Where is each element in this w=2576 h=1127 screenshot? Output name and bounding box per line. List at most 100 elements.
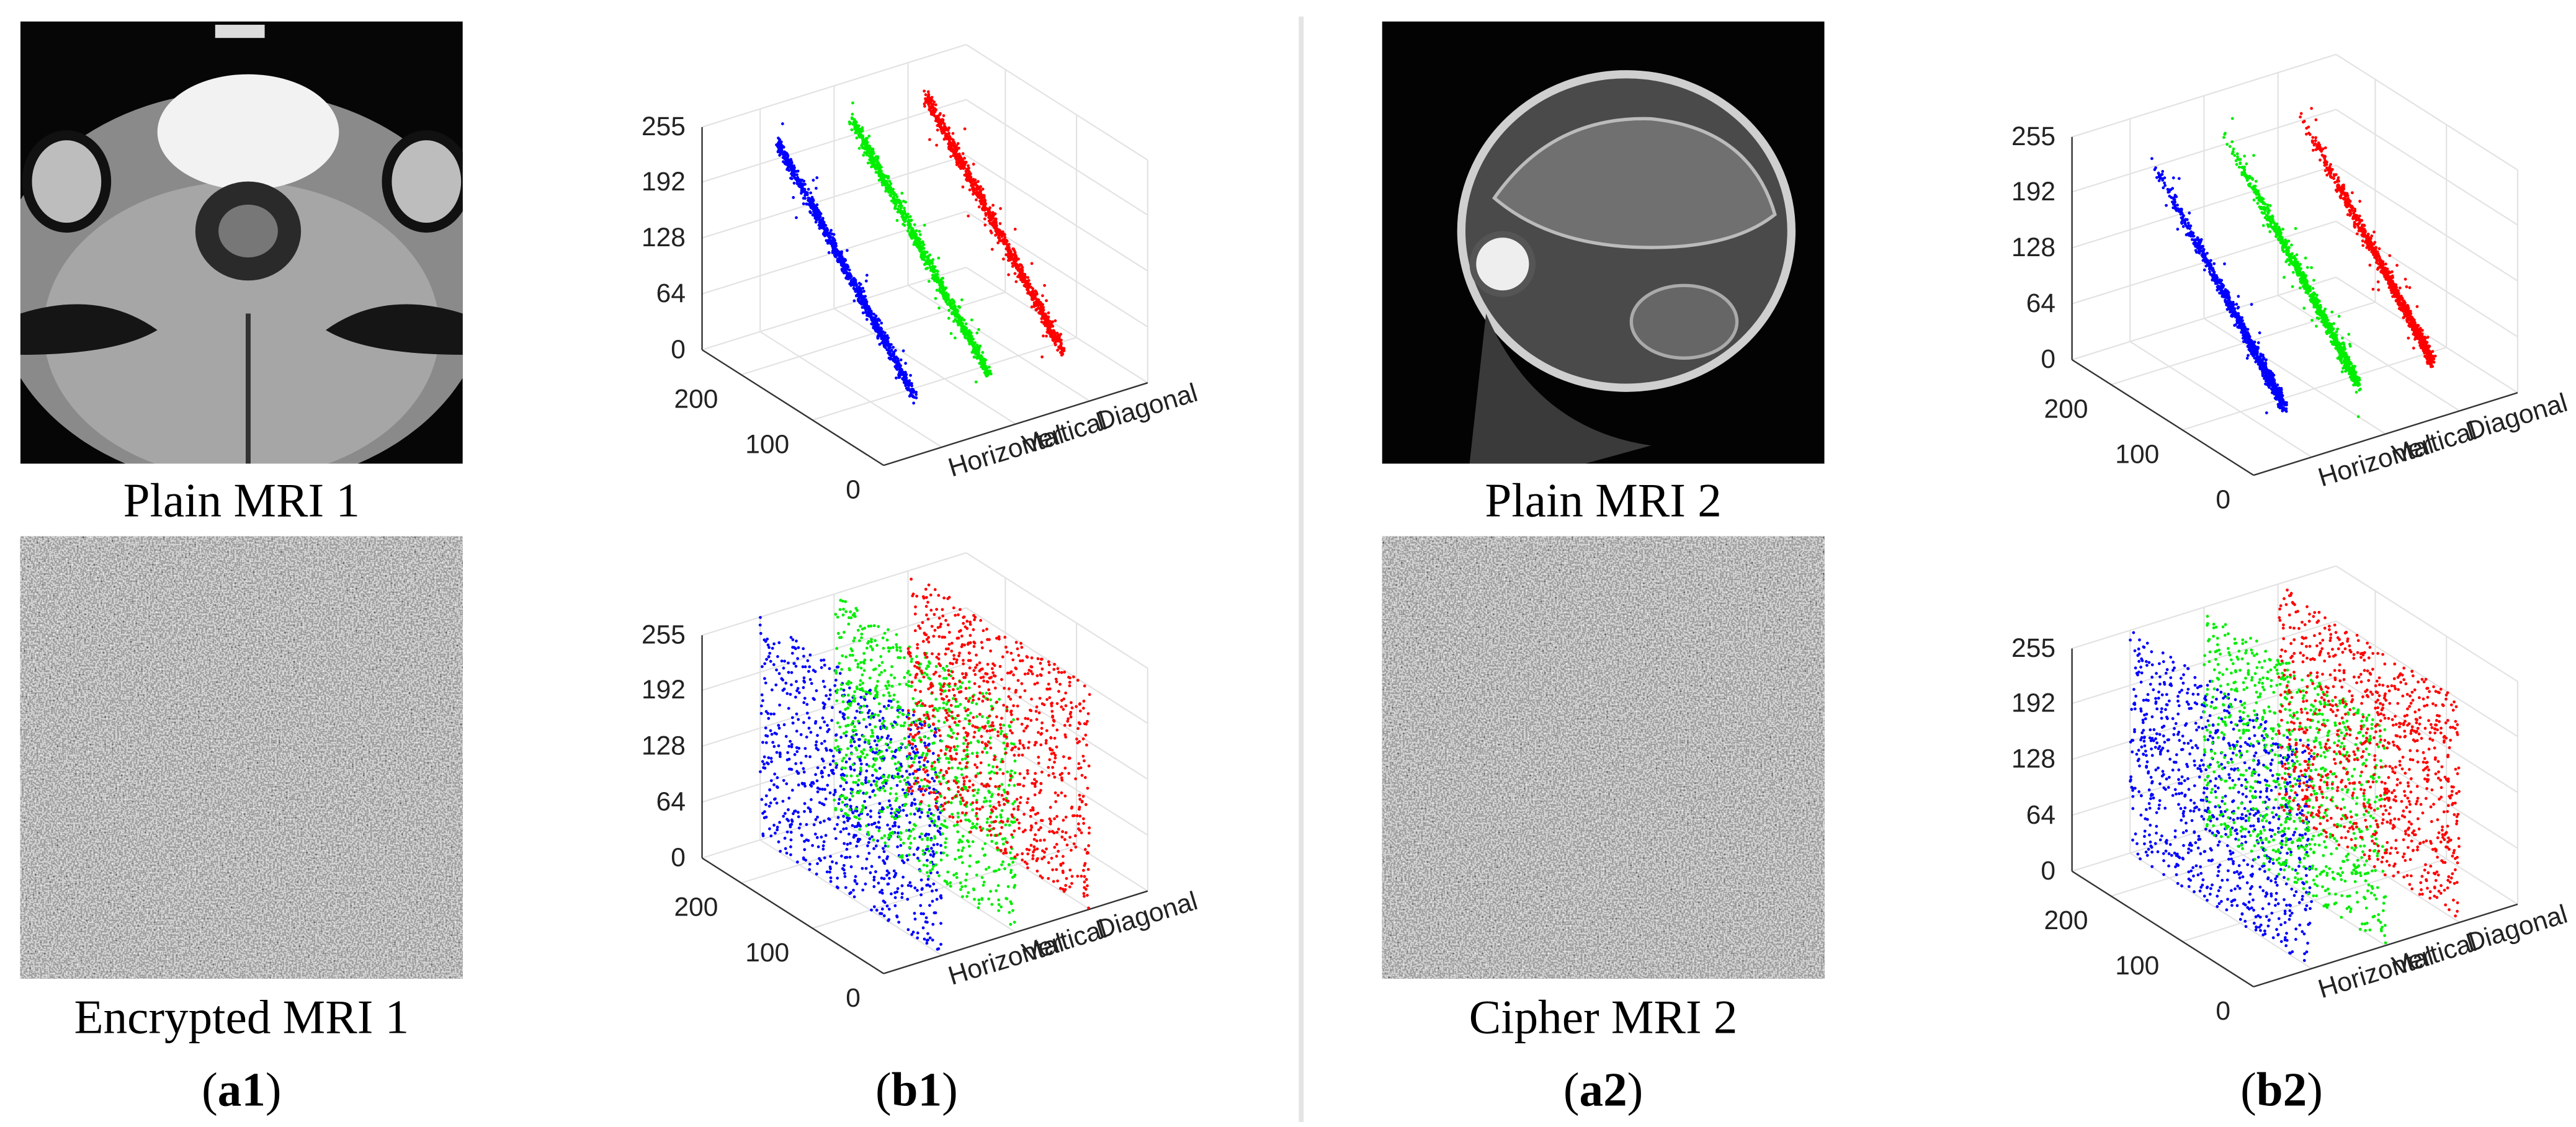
scatter-point [808, 653, 812, 656]
scatter-point [975, 822, 978, 826]
scatter-point [850, 128, 853, 131]
scatter-point [790, 170, 794, 173]
scatter-point [920, 778, 923, 782]
scatter-point [1014, 760, 1017, 763]
scatter-point [1057, 334, 1060, 337]
scatter-point [791, 716, 794, 719]
scatter-point [899, 831, 902, 834]
scatter-point [988, 800, 991, 803]
scatter-point [878, 664, 881, 667]
scatter-point [897, 706, 900, 710]
scatter-point [826, 870, 829, 873]
scatter-point [1010, 820, 1013, 823]
scatter-point [900, 373, 903, 376]
scatter-point [795, 680, 798, 683]
grid-line [966, 100, 1148, 215]
scatter-point [775, 669, 778, 672]
scatter-point [955, 163, 959, 166]
scatter-point [981, 876, 984, 879]
scatter-point [996, 772, 999, 775]
scatter-point [1004, 824, 1007, 827]
scatter-point [871, 765, 874, 768]
scatter-point [946, 854, 949, 857]
scatter-point [912, 391, 915, 394]
scatter-point [950, 143, 954, 146]
scatter-point [769, 713, 772, 716]
scatter-point [866, 141, 869, 144]
scatter-point [1054, 319, 1057, 323]
scatter-point [932, 715, 935, 718]
scatter-point [843, 864, 846, 867]
scatter-point [764, 682, 767, 685]
scatter-point [796, 860, 799, 863]
scatter-point [852, 639, 855, 643]
scatter-point [931, 277, 934, 280]
scatter-point [962, 742, 965, 745]
scatter-point [875, 644, 879, 647]
z-tick-label: 192 [642, 675, 686, 705]
scatter-point [1017, 747, 1021, 751]
plain-mri-1 [0, 22, 489, 487]
scatter-point [926, 845, 929, 848]
scatter-point [1065, 816, 1068, 819]
scatter-point [803, 676, 806, 679]
scatter-point [879, 767, 882, 770]
scatter-point [999, 222, 1002, 225]
scatter-point [1080, 831, 1083, 834]
scatter-point [893, 824, 897, 827]
scatter-point [843, 774, 846, 777]
scatter-point [921, 838, 924, 841]
scatter-point [862, 652, 865, 655]
scatter-point [905, 814, 908, 817]
scatter-point [926, 267, 929, 270]
scatter-point [997, 899, 1000, 902]
scatter-point [851, 117, 854, 120]
scatter-point [849, 842, 852, 845]
image-caption: Plain MRI 2 [1485, 474, 1721, 527]
scatter-point [879, 816, 882, 819]
scatter-point [1050, 710, 1053, 713]
scatter-point [870, 865, 874, 868]
scatter-point [919, 816, 922, 819]
scatter-point [934, 911, 937, 914]
scatter-point [968, 176, 972, 179]
scatter-point [978, 902, 981, 905]
scatter-point [967, 164, 970, 167]
scatter-point [952, 732, 955, 735]
scatter-point [834, 747, 837, 750]
scatter-point [778, 703, 781, 706]
scatter-point [1008, 251, 1011, 254]
scatter-point [931, 889, 934, 893]
scatter-point [925, 613, 928, 617]
scatter-point [950, 302, 954, 305]
scatter-point [826, 239, 829, 243]
scatter-point [888, 353, 891, 356]
scatter-point [972, 669, 975, 672]
scatter-point [1000, 239, 1003, 243]
scatter-point [828, 818, 831, 821]
scatter-point [872, 878, 875, 881]
scatter-point [986, 721, 990, 724]
scatter-point [841, 794, 844, 797]
scatter-point [812, 669, 815, 672]
scatter-point [912, 402, 915, 405]
scatter-point [910, 233, 913, 236]
scatter-point [927, 618, 930, 621]
scatter-point [878, 826, 881, 829]
grid-line [966, 45, 1148, 160]
scatter-point [995, 816, 998, 819]
scatter-point [835, 699, 838, 702]
scatter-point [916, 889, 919, 892]
scatter-point [912, 828, 915, 831]
scatter-point [994, 755, 997, 759]
scatter-point [968, 687, 971, 690]
scatter-point [792, 196, 795, 199]
scatter-point [998, 868, 1001, 871]
scatter-point [789, 693, 792, 696]
scatter-point [1054, 343, 1057, 346]
scatter-point [965, 749, 968, 752]
scatter-point [862, 718, 865, 721]
scatter-point [787, 808, 790, 811]
scatter-point [1088, 826, 1091, 829]
scatter-point [920, 878, 923, 881]
